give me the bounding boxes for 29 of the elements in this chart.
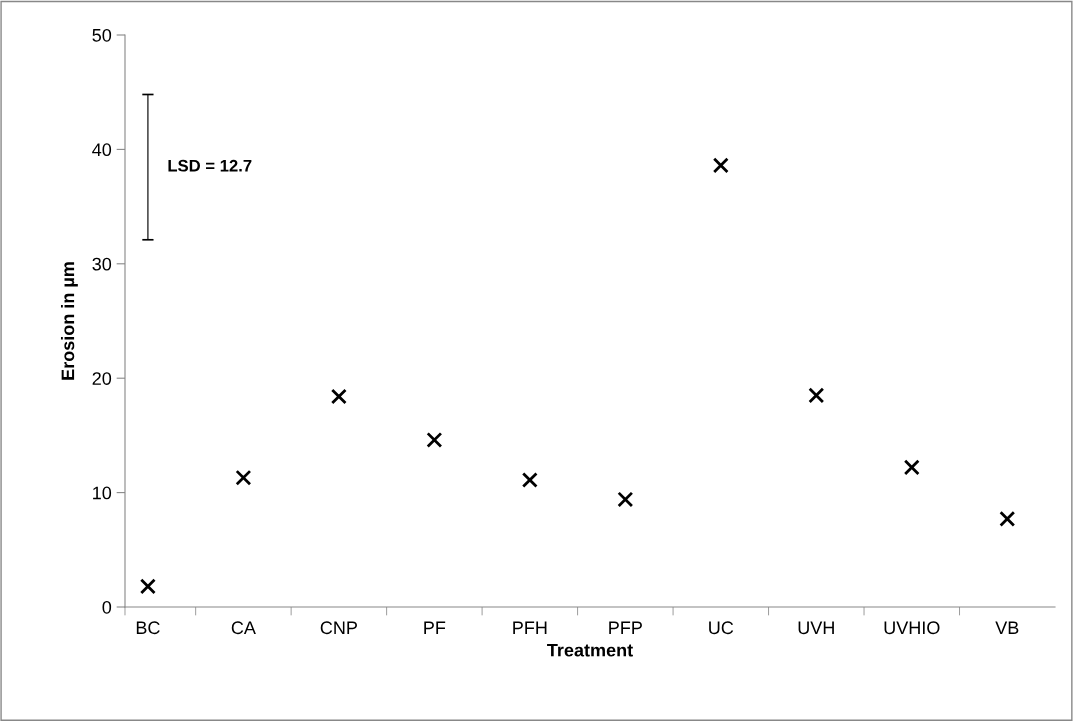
x-tick-label: CNP bbox=[320, 621, 357, 635]
x-tick-label: PFP bbox=[609, 621, 642, 634]
annotation: LSD = 12.7 bbox=[168, 159, 252, 172]
point bbox=[521, 472, 538, 488]
y-axis-title: Erosion in µm bbox=[61, 262, 78, 380]
y-tick-label: 30 bbox=[92, 257, 112, 271]
point bbox=[235, 469, 252, 486]
x-tick-label: CA bbox=[231, 621, 256, 635]
x-tick-label: PFH bbox=[513, 621, 547, 634]
y-tick-label: 40 bbox=[92, 143, 112, 157]
x-tick-label: PF bbox=[424, 621, 446, 634]
point bbox=[139, 578, 156, 595]
point bbox=[712, 157, 729, 174]
point bbox=[808, 387, 825, 404]
point bbox=[617, 491, 634, 508]
x-axis-title: Treatment bbox=[547, 643, 633, 657]
y-tick-label: 0 bbox=[102, 600, 112, 614]
x-tick-label: BC bbox=[136, 621, 160, 635]
point bbox=[330, 388, 347, 405]
x-tick-label: UC bbox=[709, 621, 734, 635]
x-tick-label: UVH bbox=[798, 621, 834, 635]
y-tick-label: 10 bbox=[93, 486, 112, 500]
point bbox=[426, 432, 443, 448]
x-tick-label: UVHIO bbox=[884, 621, 940, 635]
point bbox=[999, 510, 1016, 527]
x-tick-label: VB bbox=[995, 621, 1019, 634]
y-tick-label: 50 bbox=[92, 28, 112, 42]
point bbox=[903, 459, 920, 476]
y-tick-label: 20 bbox=[92, 372, 112, 385]
